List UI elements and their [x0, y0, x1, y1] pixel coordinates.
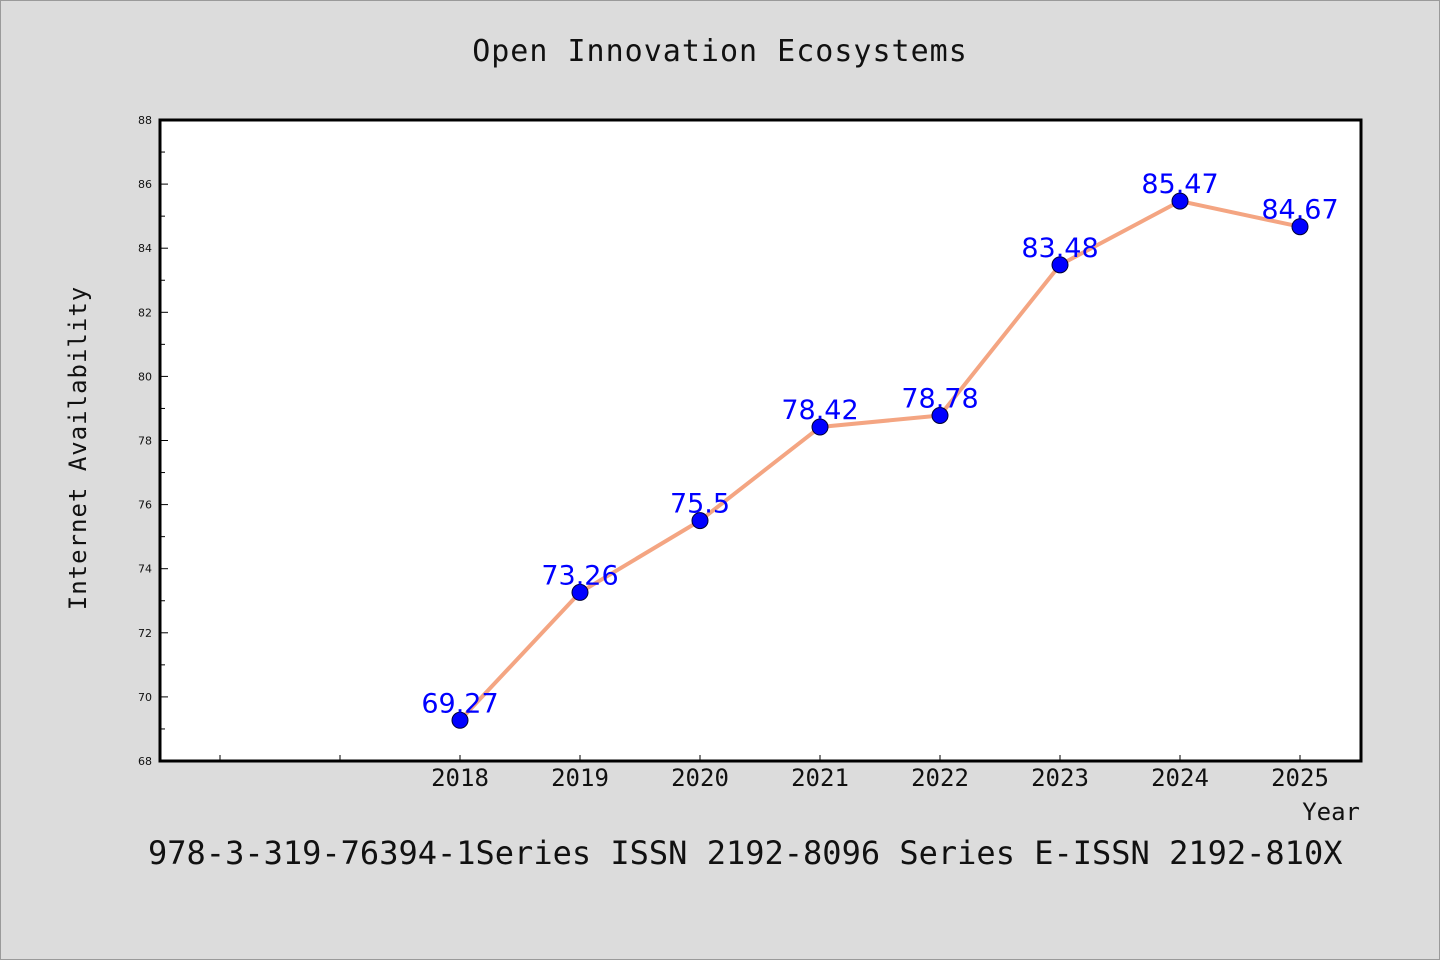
- y-tick-label: 74: [138, 563, 152, 576]
- x-tick-label: 2021: [791, 764, 849, 792]
- x-tick-label: 2018: [431, 764, 489, 792]
- x-axis-label: Year: [1302, 798, 1360, 826]
- y-tick-label: 80: [138, 370, 152, 383]
- data-point: [1171, 192, 1189, 210]
- y-tick-label: 70: [138, 691, 152, 704]
- y-tick-label: 88: [138, 114, 152, 127]
- x-tick-label: 2024: [1151, 764, 1209, 792]
- data-label: 73.26: [541, 560, 618, 591]
- data-label: 84.67: [1261, 195, 1338, 226]
- data-point: [451, 711, 469, 729]
- data-label: 69.27: [421, 688, 498, 719]
- data-labels: 69.27 73.26 75.5 78.42 78.78 83.48 85.47 84.67: [421, 169, 1338, 719]
- series-markers: [451, 192, 1309, 729]
- y-tick-label: 82: [138, 306, 152, 319]
- series-line: [458, 199, 1301, 722]
- y-axis-label: Internet Availability: [64, 286, 92, 610]
- data-label: 75.5: [670, 489, 730, 520]
- data-point: [1051, 256, 1069, 274]
- data-label: 78.78: [901, 384, 978, 415]
- y-tick-label: 84: [138, 242, 152, 255]
- y-tick-label: 76: [138, 499, 152, 512]
- y-tick-label: 72: [138, 627, 152, 640]
- x-tick-label: 2020: [671, 764, 729, 792]
- data-point: [1291, 218, 1309, 236]
- data-label: 78.42: [781, 395, 858, 426]
- data-point: [931, 407, 949, 425]
- data-label: 83.48: [1021, 233, 1098, 264]
- x-tick-label: 2019: [551, 764, 609, 792]
- y-tick-label: 68: [138, 755, 152, 768]
- footer-text: 978-3-319-76394-1Series ISSN 2192-8096 S…: [148, 834, 1343, 872]
- x-tick-label: 2025: [1271, 764, 1329, 792]
- x-axis: 2018 2019 2020 2021 2022 2023 2024 2025: [219, 755, 1329, 792]
- chart-title: Open Innovation Ecosystems: [472, 34, 968, 69]
- data-label: 85.47: [1141, 169, 1218, 200]
- y-tick-label: 86: [138, 178, 152, 191]
- y-tick-label: 78: [138, 435, 152, 448]
- y-axis: 68 70 72 74 76 78 80 82 84 86 88: [138, 114, 168, 768]
- x-tick-label: 2023: [1031, 764, 1089, 792]
- plot-area: [158, 118, 1363, 763]
- data-point: [571, 583, 589, 601]
- data-point: [811, 418, 829, 436]
- x-tick-label: 2022: [911, 764, 969, 792]
- data-point: [691, 512, 709, 530]
